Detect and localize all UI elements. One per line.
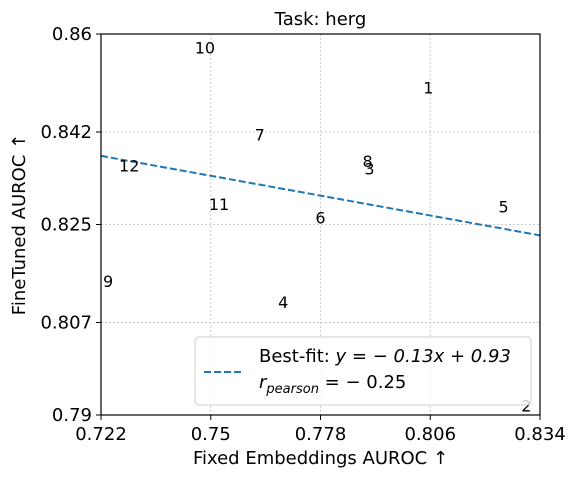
y-tick-label: 0.825 bbox=[40, 215, 92, 236]
x-tick-label: 0.834 bbox=[514, 424, 566, 445]
point-label-4: 4 bbox=[278, 293, 288, 312]
point-label-12: 12 bbox=[119, 157, 139, 176]
point-label-10: 10 bbox=[195, 39, 215, 58]
point-label-8: 8 bbox=[362, 152, 372, 171]
point-label-6: 6 bbox=[315, 208, 325, 227]
x-tick-label: 0.806 bbox=[404, 424, 456, 445]
x-tick-label: 0.722 bbox=[75, 424, 127, 445]
point-label-7: 7 bbox=[255, 126, 265, 145]
best-fit-line-group bbox=[100, 154, 541, 237]
legend-entry-line1: Best-fit: y = − 0.13x + 0.93 bbox=[259, 346, 511, 367]
legend-equation: y = − 0.13x + 0.93 bbox=[335, 346, 511, 367]
legend-r-symbol: r bbox=[259, 372, 268, 393]
legend-box bbox=[194, 336, 532, 406]
y-axis-label: FineTuned AUROC ↑ bbox=[9, 134, 30, 315]
legend-entry-line2: rpearson = − 0.25 bbox=[259, 372, 406, 397]
y-tick-label: 0.79 bbox=[52, 405, 92, 426]
y-tick-label: 0.842 bbox=[40, 122, 92, 143]
point-label-3: 3 bbox=[364, 159, 374, 178]
y-tick-label: 0.807 bbox=[40, 312, 92, 333]
point-label-11: 11 bbox=[209, 195, 229, 214]
legend: Best-fit: y = − 0.13x + 0.93 rpearson = … bbox=[194, 336, 532, 406]
x-tick-label: 0.75 bbox=[191, 424, 231, 445]
y-tick-label: 0.86 bbox=[52, 24, 92, 45]
chart-title: Task: herg bbox=[274, 9, 367, 30]
point-label-2: 2 bbox=[521, 397, 531, 416]
axis-ticks: 0.722 0.75 0.778 0.806 0.834 0.79 0.807 0.825 0.… bbox=[40, 24, 565, 445]
legend-r-value: = − 0.25 bbox=[319, 372, 406, 393]
point-label-1: 1 bbox=[423, 78, 433, 97]
x-axis-label: Fixed Embeddings AUROC ↑ bbox=[193, 448, 448, 469]
legend-r-subscript: pearson bbox=[265, 382, 319, 397]
legend-prefix: Best-fit: bbox=[259, 346, 336, 367]
x-tick-label: 0.778 bbox=[295, 424, 347, 445]
best-fit-line bbox=[100, 154, 541, 237]
point-label-9: 9 bbox=[103, 272, 113, 291]
point-label-5: 5 bbox=[498, 198, 508, 217]
